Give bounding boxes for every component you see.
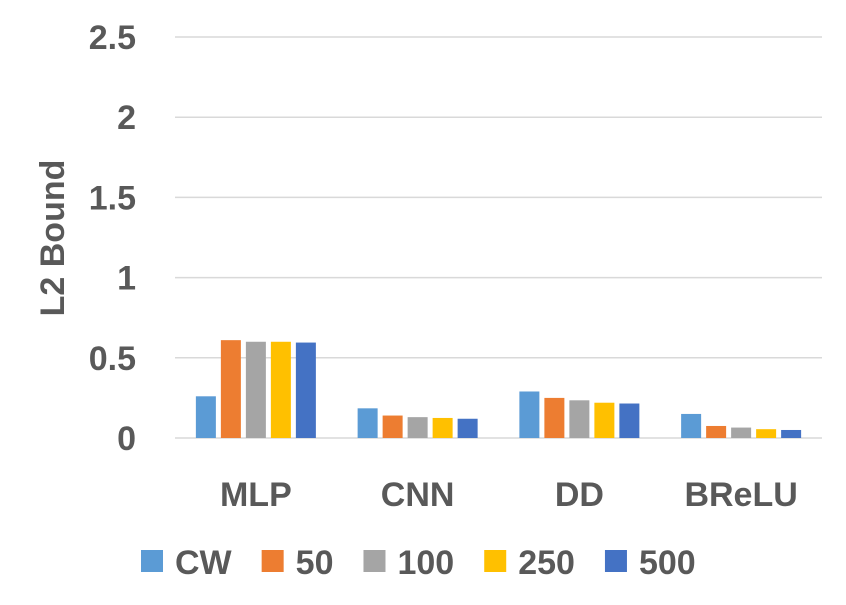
bar-mlp-cw	[195, 396, 216, 438]
bar-mlp-500	[295, 342, 316, 438]
category-label: MLP	[220, 476, 292, 514]
bar-cnn-50	[382, 415, 403, 438]
legend-label: 250	[518, 544, 575, 582]
legend-item: 50	[261, 544, 334, 582]
y-tick-label: 0	[117, 420, 136, 458]
legend-item: CW	[141, 544, 233, 582]
legend-swatch	[363, 550, 386, 572]
legend-swatch	[484, 550, 507, 572]
legend-swatch	[261, 550, 284, 572]
legend: CW 50 100 250 500	[141, 544, 696, 582]
y-tick-labels: 0 0.5 1 1.5 2 2.5	[89, 19, 136, 458]
legend-label: 500	[639, 544, 696, 582]
bar-dd-500	[619, 403, 640, 438]
category-label: BReLU	[684, 476, 797, 514]
legend-label: CW	[175, 544, 233, 582]
bar-dd-cw	[519, 391, 540, 438]
legend-swatch	[604, 550, 627, 572]
bar-cnn-250	[432, 417, 453, 438]
bar-mlp-250	[270, 341, 291, 438]
y-tick-label: 2.5	[89, 19, 136, 57]
bar-brelu-50	[706, 425, 727, 438]
bar-brelu-cw	[681, 413, 702, 438]
legend-item: 250	[484, 544, 575, 582]
y-axis-label: L2 Bound	[34, 160, 72, 317]
bar-cnn-500	[457, 418, 478, 438]
bar-brelu-100	[731, 427, 752, 438]
bar-mlp-100	[245, 341, 266, 438]
bar-brelu-250	[756, 429, 777, 438]
y-tick-label: 0.5	[89, 340, 136, 378]
bars	[195, 340, 802, 438]
bar-mlp-50	[220, 340, 241, 438]
legend-item: 100	[363, 544, 454, 582]
bar-dd-250	[594, 402, 615, 438]
legend-label: 100	[397, 544, 454, 582]
y-tick-label: 1	[117, 260, 136, 298]
legend-swatch	[141, 550, 163, 572]
legend-item: 500	[604, 544, 696, 582]
bar-cnn-100	[407, 417, 428, 438]
y-tick-label: 1.5	[89, 179, 136, 217]
category-label: CNN	[381, 476, 455, 514]
y-tick-label: 2	[117, 99, 136, 137]
bar-brelu-500	[781, 429, 802, 438]
bar-dd-50	[544, 397, 565, 438]
category-label: DD	[555, 476, 604, 514]
category-labels: MLP CNN DD BReLU	[220, 476, 798, 514]
bar-dd-100	[569, 400, 590, 438]
bar-cnn-cw	[357, 408, 378, 438]
legend-label: 50	[296, 544, 334, 582]
